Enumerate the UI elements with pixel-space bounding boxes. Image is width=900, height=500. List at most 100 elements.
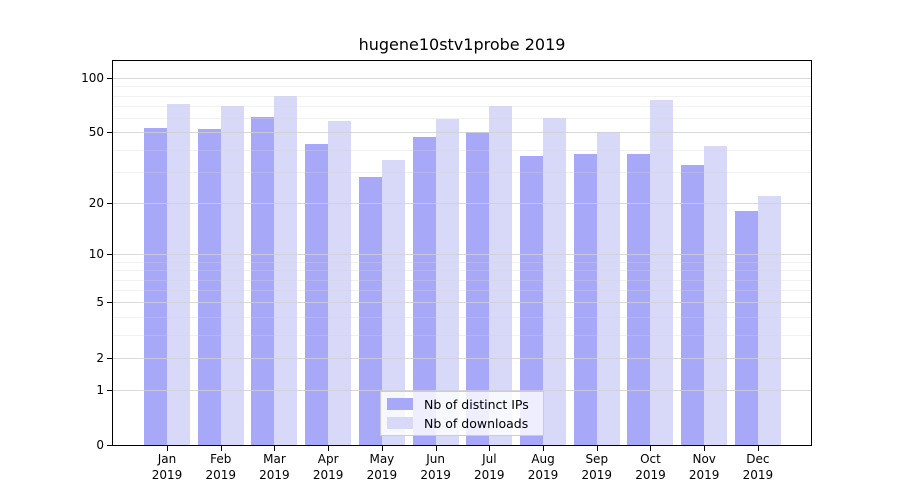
bar-mar-downloads	[274, 96, 298, 445]
x-tick-label: Feb 2019	[189, 452, 253, 483]
x-tick-month: Jun	[426, 452, 445, 466]
x-tick-mark	[435, 446, 437, 451]
y-tick-mark	[107, 254, 112, 256]
bar-may-distinct-ips	[358, 177, 382, 445]
y-tick-label: 20	[88, 195, 104, 210]
x-tick-year: 2019	[581, 467, 613, 482]
legend-label-downloads: Nb of downloads	[424, 415, 529, 431]
x-tick-mark	[328, 446, 330, 451]
x-tick-label: Dec 2019	[726, 452, 790, 483]
x-tick-year: 2019	[420, 467, 451, 482]
x-tick-mark	[757, 446, 759, 451]
bar-feb-distinct-ips	[197, 129, 221, 445]
bar-sep-downloads	[596, 132, 620, 445]
x-tick-mark	[274, 446, 276, 451]
x-tick-month: Oct	[640, 452, 661, 466]
y-tick-label: 0	[96, 438, 104, 452]
x-tick-month: Aug	[531, 452, 555, 466]
x-tick-mark	[220, 446, 222, 451]
y-tick-mark	[107, 389, 112, 391]
legend-row-distinct-ips: Nb of distinct IPs	[387, 395, 537, 414]
y-tick-mark	[107, 132, 112, 134]
bar-jun-distinct-ips	[412, 137, 436, 445]
x-tick-month: Feb	[210, 452, 232, 466]
bar-mar-distinct-ips	[251, 116, 275, 445]
x-tick-year: 2019	[205, 467, 236, 482]
x-tick-year: 2019	[312, 467, 344, 482]
minor-gridline	[113, 105, 811, 107]
x-tick-month: Dec	[746, 452, 770, 466]
y-tick-label: 100	[81, 70, 104, 85]
x-tick-month: May	[369, 452, 395, 466]
x-tick-label: Nov 2019	[672, 452, 736, 483]
bar-feb-downloads	[220, 105, 244, 445]
x-tick-mark	[596, 446, 598, 451]
x-tick-year: 2019	[474, 467, 505, 482]
x-tick-mark	[489, 446, 491, 451]
y-tick-mark	[107, 77, 112, 79]
y-tick-label: 5	[96, 295, 104, 310]
legend-row-downloads: Nb of downloads	[387, 414, 537, 433]
x-tick-year: 2019	[635, 467, 666, 482]
bar-jun-downloads	[435, 119, 459, 445]
bar-jul-distinct-ips	[466, 132, 490, 445]
x-tick-label: Oct 2019	[618, 452, 682, 483]
x-tick-mark	[167, 446, 168, 451]
y-tick-label: 1	[96, 382, 104, 397]
x-tick-label: Jan 2019	[135, 452, 199, 483]
x-tick-year: 2019	[688, 467, 720, 482]
x-tick-label: May 2019	[350, 452, 414, 483]
x-tick-mark	[704, 446, 706, 451]
bar-apr-downloads	[328, 120, 352, 445]
major-gridline	[113, 77, 811, 79]
x-tick-mark	[543, 446, 545, 451]
legend-swatch-distinct-ips	[387, 398, 413, 410]
bar-dec-distinct-ips	[734, 210, 758, 445]
bar-sep-distinct-ips	[573, 153, 597, 445]
bar-aug-downloads	[543, 118, 567, 445]
x-tick-month: Mar	[263, 452, 286, 466]
bar-jan-distinct-ips	[144, 127, 167, 445]
y-tick-label: 10	[88, 247, 104, 262]
bar-jan-downloads	[167, 103, 190, 445]
x-tick-year: 2019	[527, 467, 559, 482]
y-tick-mark	[107, 357, 112, 359]
x-tick-month: Nov	[692, 452, 716, 466]
bar-jul-downloads	[489, 105, 513, 445]
y-tick-label: 50	[88, 125, 104, 140]
x-tick-year: 2019	[366, 467, 398, 482]
x-tick-month: Apr	[317, 452, 339, 466]
x-tick-month: Sep	[585, 452, 609, 466]
x-tick-year: 2019	[151, 467, 183, 482]
y-tick-mark	[107, 202, 112, 204]
legend-label-distinct-ips: Nb of distinct IPs	[424, 396, 529, 412]
bar-dec-downloads	[757, 195, 781, 445]
x-tick-month: Jul	[482, 452, 497, 466]
minor-gridline	[113, 118, 811, 120]
bar-apr-distinct-ips	[305, 144, 329, 445]
bar-aug-distinct-ips	[520, 155, 544, 445]
y-tick-mark	[107, 445, 112, 446]
chart-title: hugene10stv1probe 2019	[358, 35, 566, 54]
x-tick-mark	[381, 446, 383, 451]
bar-oct-distinct-ips	[627, 153, 651, 445]
legend-swatch-downloads	[387, 417, 413, 429]
x-tick-month: Jan	[157, 452, 177, 466]
minor-gridline	[113, 86, 811, 88]
minor-gridline	[113, 95, 811, 97]
bar-nov-distinct-ips	[681, 164, 705, 445]
x-tick-label: Mar 2019	[242, 452, 306, 483]
plot-area: Nb of distinct IPs Nb of downloads	[112, 60, 812, 446]
x-tick-label: Apr 2019	[296, 452, 360, 483]
bar-nov-downloads	[704, 145, 728, 445]
bar-oct-downloads	[650, 99, 674, 445]
y-tick-label: 2	[96, 350, 104, 365]
x-tick-label: Jul 2019	[457, 452, 521, 483]
x-tick-label: Sep 2019	[565, 452, 629, 483]
x-tick-year: 2019	[742, 467, 774, 482]
x-tick-label: Aug 2019	[511, 452, 575, 483]
x-tick-mark	[650, 446, 652, 451]
x-tick-year: 2019	[259, 467, 290, 482]
y-tick-mark	[107, 302, 112, 304]
